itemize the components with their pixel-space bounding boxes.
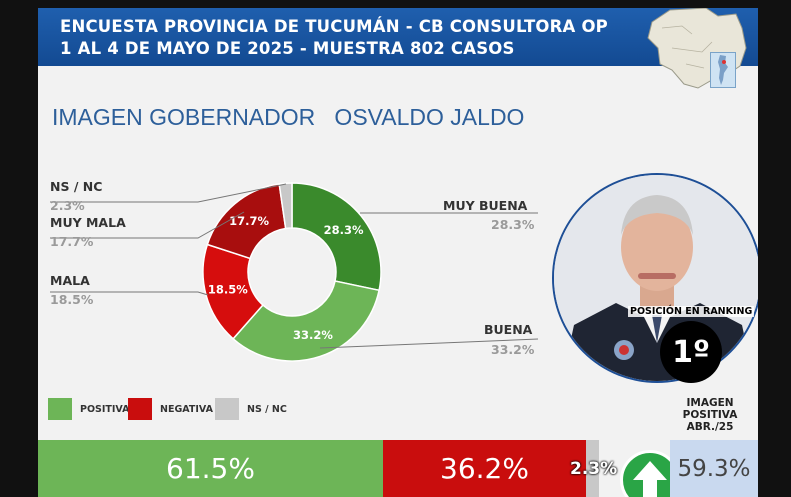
donut-slice-label: 28.3%	[324, 223, 364, 237]
legend-label-negativa: NEGATIVA	[160, 403, 213, 415]
leader-buena	[319, 338, 539, 349]
donut-slice-label: 18.5%	[208, 283, 248, 297]
header-banner: ENCUESTA PROVINCIA DE TUCUMÁN - CB CONSU…	[38, 8, 758, 66]
value-ns-nc: 2.3%	[50, 198, 85, 213]
label-buena: BUENA	[484, 322, 533, 337]
value-mala: 18.5%	[50, 292, 94, 307]
argentina-map-icon	[710, 52, 736, 88]
donut-slice-label: 17.7%	[229, 214, 269, 228]
imagen-positiva-label: IMAGEN POSITIVA ABR./25	[682, 397, 738, 433]
bar-segment-positiva: 61.5%	[38, 440, 383, 497]
ranking-label: POSICIÓN EN RANKING	[628, 306, 755, 317]
donut-chart: 28.3% 33.2% 18.5% 17.7%	[50, 182, 539, 362]
header-line-1: ENCUESTA PROVINCIA DE TUCUMÁN - CB CONSU…	[60, 17, 608, 36]
legend-swatch-positiva	[48, 398, 72, 420]
imagen-positiva-value: 59.3%	[670, 440, 758, 497]
leader-muy-mala	[50, 211, 245, 239]
label-mala: MALA	[50, 273, 90, 288]
donut-slice-muy-buena	[291, 182, 382, 292]
legend-negativa: NEGATIVA	[128, 398, 213, 420]
chart-title: IMAGEN GOBERNADOR OSVALDO JALDO	[52, 104, 525, 130]
governor-portrait	[552, 173, 758, 383]
label-muy-mala: MUY MALA	[50, 215, 126, 230]
leader-ns-nc	[50, 183, 287, 203]
ranking-position: 1º	[660, 321, 722, 383]
legend-swatch-ns-nc	[215, 398, 239, 420]
bar-segment-ns-nc: 2.3%	[570, 440, 617, 497]
legend-label-positiva: POSITIVA	[80, 403, 130, 415]
bar-segment-negativa: 36.2%	[383, 440, 586, 497]
donut-slice-label: 33.2%	[293, 328, 333, 342]
label-ns-nc: NS / NC	[50, 179, 103, 194]
label-muy-buena: MUY BUENA	[443, 198, 528, 213]
donut-slice-buena	[232, 280, 380, 362]
bar-value-negativa: 36.2%	[440, 452, 529, 485]
value-muy-mala: 17.7%	[50, 234, 94, 249]
value-buena: 33.2%	[491, 342, 535, 357]
survey-card: ENCUESTA PROVINCIA DE TUCUMÁN - CB CONSU…	[38, 8, 758, 497]
bar-value-positiva: 61.5%	[166, 452, 255, 485]
legend-positiva: POSITIVA	[48, 398, 130, 420]
leader-mala	[50, 291, 209, 296]
legend-label-ns-nc: NS / NC	[247, 403, 287, 415]
legend-ns-nc: NS / NC	[215, 398, 287, 420]
bar-value-ns-nc: 2.3%	[570, 458, 618, 479]
donut-slice-ns-nc	[278, 182, 293, 230]
legend-swatch-negativa	[128, 398, 152, 420]
header-line-2: 1 AL 4 DE MAYO DE 2025 - MUESTRA 802 CAS…	[60, 39, 515, 58]
value-muy-buena: 28.3%	[491, 217, 535, 232]
